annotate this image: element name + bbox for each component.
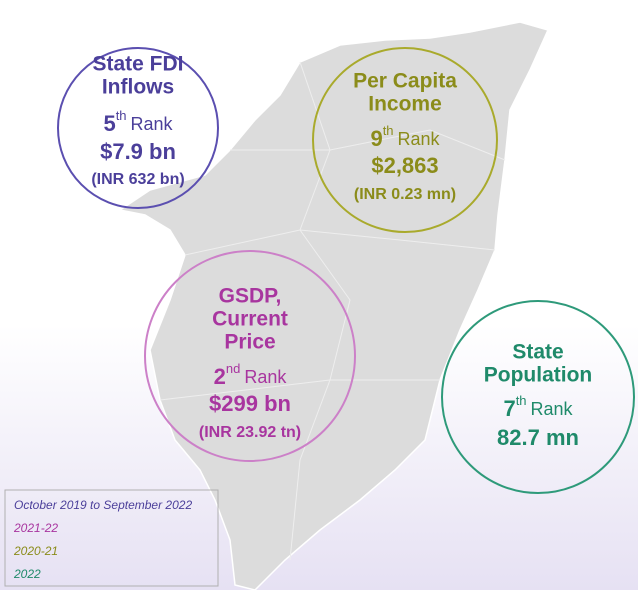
rank-suffix: th <box>116 108 127 123</box>
legend-box <box>4 489 219 587</box>
metric-circle <box>144 250 356 462</box>
metric-note: (INR 23.92 tn) <box>199 424 301 441</box>
rank-line: 9th Rank <box>370 123 440 150</box>
metric-note: (INR 632 bn) <box>91 171 184 188</box>
rank-suffix: th <box>383 123 394 138</box>
rank-number: 7 <box>503 396 515 421</box>
rank-word: Rank <box>244 367 287 387</box>
district-lines <box>159 61 506 561</box>
metric-value: 82.7 mn <box>497 425 579 450</box>
rank-number: 9 <box>370 126 382 151</box>
rank-line: 7th Rank <box>503 393 573 420</box>
metric-circle <box>57 47 219 209</box>
metric-title: GSDP, <box>219 285 282 308</box>
rank-word: Rank <box>531 399 574 419</box>
metric-circle <box>441 300 635 494</box>
metric-value: $2,863 <box>371 153 438 178</box>
metric-circle <box>312 47 498 233</box>
metric-value: $7.9 bn <box>100 139 176 164</box>
metric-title: State FDI <box>92 53 183 76</box>
metric-title: Inflows <box>102 76 174 99</box>
legend-entry: 2021-22 <box>13 521 58 535</box>
metric-title: State <box>512 341 563 364</box>
rank-word: Rank <box>398 129 441 149</box>
legend-entry: October 2019 to September 2022 <box>14 498 192 512</box>
rank-word: Rank <box>131 114 174 134</box>
legend-entry: 2020-21 <box>13 544 58 558</box>
metric-title: Income <box>368 93 442 116</box>
metric-title: Per Capita <box>353 70 457 93</box>
rank-number: 2 <box>214 364 226 389</box>
rank-suffix: nd <box>226 361 240 376</box>
metric-title: Population <box>484 364 593 387</box>
metric-title: Price <box>224 331 275 354</box>
metric-note: (INR 0.23 mn) <box>354 186 456 203</box>
metric-title: Current <box>212 308 288 331</box>
legend-entry: 2022 <box>13 567 41 581</box>
rank-line: 5th Rank <box>103 108 173 135</box>
rank-number: 5 <box>103 111 115 136</box>
metric-value: $299 bn <box>209 391 291 416</box>
rank-suffix: th <box>516 393 527 408</box>
state-map <box>118 21 550 590</box>
rank-line: 2nd Rank <box>214 361 288 388</box>
